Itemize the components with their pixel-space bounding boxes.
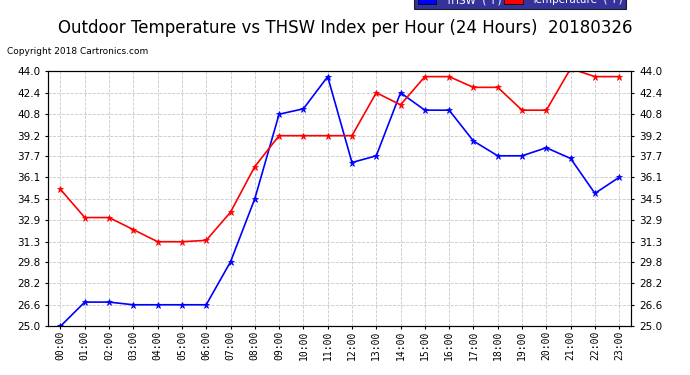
Text: Copyright 2018 Cartronics.com: Copyright 2018 Cartronics.com bbox=[7, 47, 148, 56]
Text: Outdoor Temperature vs THSW Index per Hour (24 Hours)  20180326: Outdoor Temperature vs THSW Index per Ho… bbox=[58, 19, 632, 37]
Legend: THSW  (°F), Temperature  (°F): THSW (°F), Temperature (°F) bbox=[415, 0, 626, 9]
